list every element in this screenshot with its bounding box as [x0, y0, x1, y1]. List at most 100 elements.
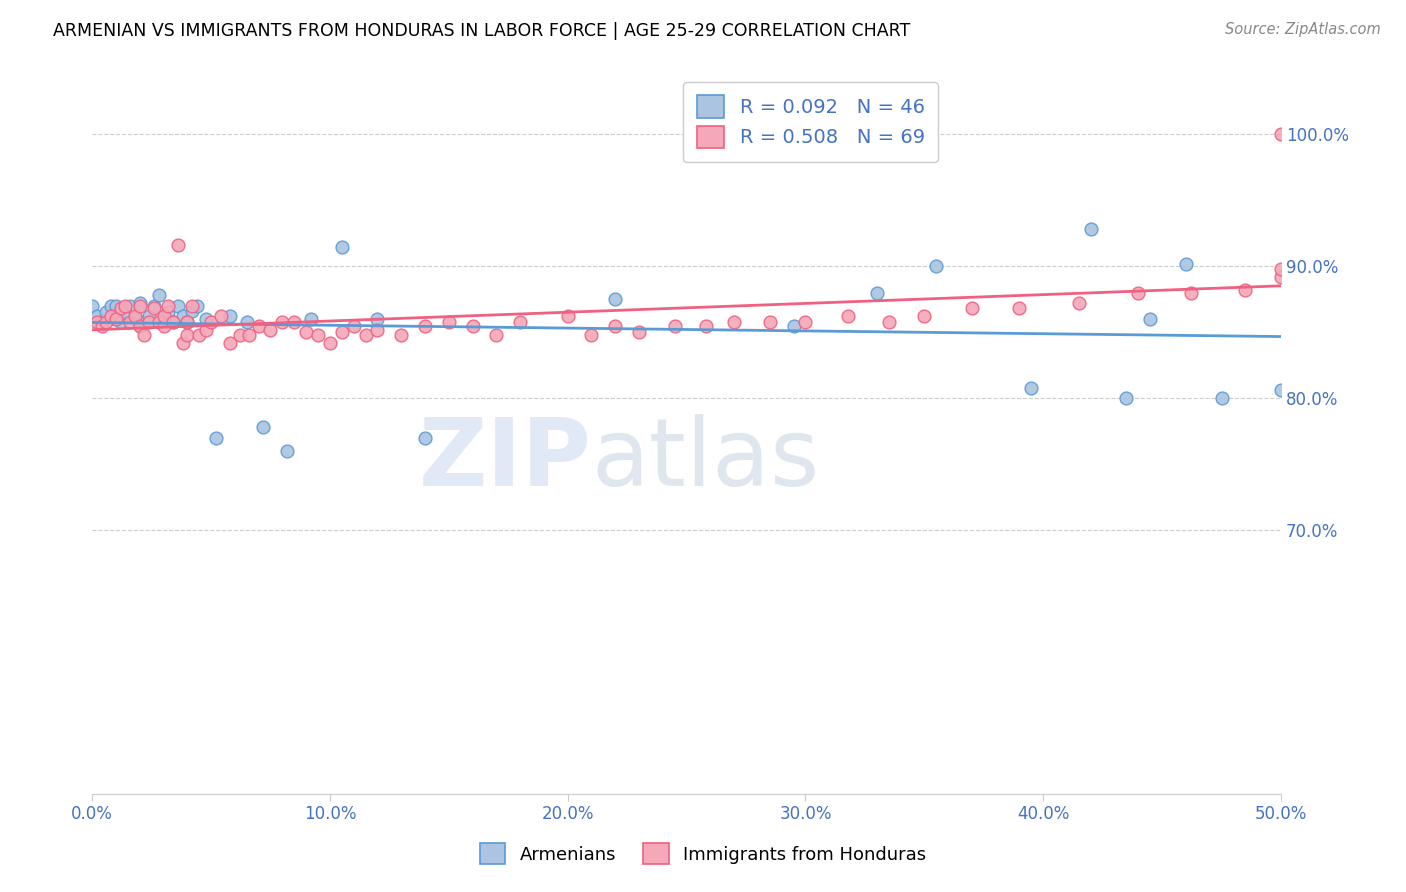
- Point: [413, 431, 436, 445]
- Point: [1270, 269, 1292, 284]
- Point: [124, 312, 146, 326]
- Point: [148, 288, 170, 302]
- Point: [605, 318, 627, 333]
- Point: [114, 305, 136, 319]
- Point: [252, 420, 274, 434]
- Point: [120, 299, 142, 313]
- Point: [366, 312, 388, 326]
- Text: ARMENIAN VS IMMIGRANTS FROM HONDURAS IN LABOR FORCE | AGE 25-29 CORRELATION CHAR: ARMENIAN VS IMMIGRANTS FROM HONDURAS IN …: [53, 22, 911, 40]
- Point: [1021, 381, 1043, 395]
- Point: [1180, 285, 1202, 300]
- Point: [664, 318, 686, 333]
- Point: [627, 325, 650, 339]
- Point: [389, 327, 412, 342]
- Point: [209, 310, 232, 324]
- Point: [960, 301, 983, 316]
- Point: [1174, 257, 1197, 271]
- Point: [437, 315, 460, 329]
- Point: [413, 318, 436, 333]
- Point: [134, 315, 156, 329]
- Point: [557, 310, 579, 324]
- Point: [157, 299, 180, 313]
- Point: [1270, 261, 1292, 276]
- Point: [90, 318, 112, 333]
- Point: [188, 327, 211, 342]
- Point: [152, 318, 174, 333]
- Point: [758, 315, 780, 329]
- Point: [104, 299, 127, 313]
- Point: [235, 315, 257, 329]
- Point: [96, 305, 118, 319]
- Point: [100, 310, 122, 324]
- Point: [259, 322, 281, 336]
- Point: [509, 315, 531, 329]
- Point: [186, 299, 208, 313]
- Point: [128, 296, 150, 310]
- Point: [120, 315, 142, 329]
- Point: [104, 312, 127, 326]
- Point: [128, 299, 150, 313]
- Point: [1067, 296, 1090, 310]
- Point: [1008, 301, 1031, 316]
- Point: [166, 299, 188, 313]
- Point: [1139, 312, 1161, 326]
- Point: [1211, 391, 1233, 405]
- Point: [110, 315, 132, 329]
- Point: [1128, 285, 1150, 300]
- Point: [366, 322, 388, 336]
- Point: [143, 301, 166, 316]
- Point: [1115, 391, 1137, 405]
- Point: [90, 315, 112, 329]
- Point: [723, 315, 745, 329]
- Point: [283, 315, 305, 329]
- Point: [134, 327, 156, 342]
- Point: [176, 315, 198, 329]
- Point: [200, 315, 222, 329]
- Point: [128, 318, 150, 333]
- Point: [96, 315, 118, 329]
- Point: [104, 312, 127, 326]
- Point: [176, 327, 198, 342]
- Point: [866, 285, 889, 300]
- Point: [176, 315, 198, 329]
- Point: [1080, 222, 1102, 236]
- Point: [172, 310, 194, 324]
- Text: atlas: atlas: [592, 414, 820, 506]
- Point: [162, 315, 184, 329]
- Point: [148, 315, 170, 329]
- Point: [354, 327, 377, 342]
- Point: [319, 335, 342, 350]
- Point: [330, 239, 353, 253]
- Point: [157, 305, 180, 319]
- Point: [82, 299, 104, 313]
- Point: [1234, 283, 1257, 297]
- Point: [295, 325, 318, 339]
- Point: [172, 335, 194, 350]
- Point: [181, 304, 204, 318]
- Point: [330, 325, 353, 339]
- Point: [195, 312, 218, 326]
- Point: [86, 310, 108, 324]
- Point: [219, 335, 242, 350]
- Point: [1270, 383, 1292, 397]
- Point: [925, 260, 948, 274]
- Point: [247, 318, 270, 333]
- Point: [238, 327, 260, 342]
- Point: [110, 301, 132, 316]
- Point: [128, 318, 150, 333]
- Point: [86, 315, 108, 329]
- Point: [461, 318, 484, 333]
- Point: [195, 322, 218, 336]
- Point: [124, 310, 146, 324]
- Point: [152, 310, 174, 324]
- Point: [343, 318, 366, 333]
- Point: [204, 431, 226, 445]
- Point: [143, 299, 166, 313]
- Point: [271, 315, 294, 329]
- Point: [114, 299, 136, 313]
- Point: [166, 238, 188, 252]
- Point: [605, 292, 627, 306]
- Point: [138, 310, 160, 324]
- Point: [219, 310, 242, 324]
- Point: [782, 318, 804, 333]
